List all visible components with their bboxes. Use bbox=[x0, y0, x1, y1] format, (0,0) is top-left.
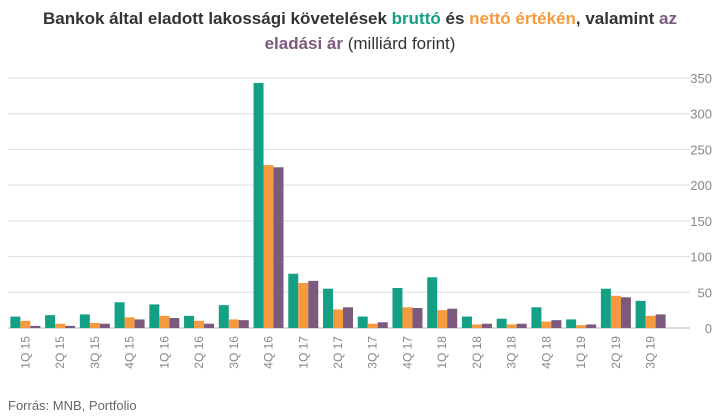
bar-brutto bbox=[461, 316, 472, 328]
bar-brutto bbox=[635, 300, 646, 328]
bar-brutto bbox=[392, 288, 403, 328]
bar-brutto bbox=[323, 288, 333, 328]
x-tick-label: 4Q 16 bbox=[262, 336, 276, 369]
bar-eladasi-ar bbox=[65, 325, 76, 328]
bar-netto bbox=[402, 307, 413, 328]
x-tick-label: 4Q 18 bbox=[539, 336, 553, 369]
bar-netto bbox=[506, 324, 517, 328]
y-tick-label: 50 bbox=[698, 285, 712, 300]
bar-eladasi-ar bbox=[620, 297, 631, 328]
y-tick-label: 100 bbox=[690, 250, 712, 265]
title-text-1: Bankok által eladott lakossági követelés… bbox=[43, 9, 392, 28]
bar-eladasi-ar bbox=[412, 308, 423, 328]
bar-eladasi-ar bbox=[134, 319, 145, 328]
x-tick-label: 2Q 15 bbox=[53, 336, 67, 369]
bar-brutto bbox=[531, 307, 542, 328]
x-tick-label: 3Q 18 bbox=[505, 336, 519, 369]
bar-netto bbox=[55, 323, 66, 328]
title-series-eladasi-ar: eladási ár bbox=[264, 34, 344, 53]
x-tick-label: 4Q 15 bbox=[123, 336, 137, 369]
bar-brutto bbox=[10, 316, 21, 328]
bar-netto bbox=[228, 319, 239, 328]
bar-brutto bbox=[496, 318, 507, 328]
bar-eladasi-ar bbox=[343, 307, 353, 328]
bar-netto bbox=[263, 165, 274, 328]
bar-netto bbox=[576, 325, 587, 328]
x-tick-label: 3Q 15 bbox=[88, 336, 102, 369]
title-series-netto: nettó értékén bbox=[469, 9, 576, 28]
y-tick-label: 150 bbox=[690, 214, 712, 229]
bar-brutto bbox=[184, 315, 195, 328]
title-text-2: és bbox=[440, 9, 470, 28]
bar-eladasi-ar bbox=[481, 323, 492, 328]
title-text-3: , valamint bbox=[575, 9, 660, 28]
bar-netto bbox=[471, 324, 482, 328]
x-axis-ticks: 1Q 15 2Q 15 3Q 15 4Q 15 1Q 16 2Q 16 3Q 16 4Q 16… bbox=[18, 336, 657, 369]
bar-netto bbox=[610, 295, 621, 328]
bar-eladasi-ar bbox=[273, 167, 284, 328]
x-tick-label: 3Q 19 bbox=[644, 336, 658, 369]
bar-eladasi-ar bbox=[204, 323, 215, 328]
title-series-az: az bbox=[659, 9, 677, 28]
bar-brutto bbox=[357, 316, 368, 328]
bar-eladasi-ar bbox=[99, 323, 110, 328]
x-tick-label: 3Q 17 bbox=[366, 336, 380, 369]
bar-brutto bbox=[45, 315, 56, 328]
bar-eladasi-ar bbox=[586, 324, 597, 328]
source-note: Forrás: MNB, Portfolio bbox=[8, 398, 137, 413]
bar-netto bbox=[367, 323, 378, 328]
y-tick-label: 250 bbox=[690, 142, 712, 157]
bars bbox=[10, 83, 666, 328]
bar-netto bbox=[437, 310, 448, 328]
bar-eladasi-ar bbox=[516, 323, 527, 328]
bar-netto bbox=[645, 315, 656, 328]
bar-eladasi-ar bbox=[447, 308, 458, 328]
x-tick-label: 1Q 18 bbox=[435, 336, 449, 369]
x-tick-label: 4Q 17 bbox=[400, 336, 414, 369]
gridlines bbox=[8, 77, 690, 329]
x-tick-label: 2Q 18 bbox=[470, 336, 484, 369]
title-unit: (milliárd forint) bbox=[343, 34, 456, 53]
bar-brutto bbox=[149, 304, 160, 328]
bar-eladasi-ar bbox=[308, 280, 319, 328]
y-tick-label: 200 bbox=[690, 178, 712, 193]
bar-brutto bbox=[114, 302, 125, 328]
x-tick-label: 1Q 17 bbox=[296, 336, 310, 369]
y-tick-label: 350 bbox=[690, 71, 712, 86]
x-tick-label: 2Q 19 bbox=[609, 336, 623, 369]
bar-brutto bbox=[427, 277, 438, 328]
bar-brutto bbox=[600, 288, 611, 328]
bar-netto bbox=[159, 315, 170, 328]
y-tick-label: 0 bbox=[705, 321, 712, 336]
bar-netto bbox=[541, 321, 552, 328]
x-tick-label: 1Q 15 bbox=[18, 336, 32, 369]
bar-eladasi-ar bbox=[238, 320, 249, 328]
bar-eladasi-ar bbox=[551, 320, 562, 328]
title-series-brutto: bruttó bbox=[391, 9, 441, 28]
bar-netto bbox=[194, 320, 205, 328]
bar-netto bbox=[124, 317, 135, 328]
bar-brutto bbox=[253, 83, 264, 328]
x-tick-label: 3Q 16 bbox=[227, 336, 241, 369]
bar-brutto bbox=[218, 305, 229, 328]
bar-netto bbox=[333, 309, 343, 328]
bar-netto bbox=[89, 323, 100, 328]
y-tick-label: 300 bbox=[690, 107, 712, 122]
bar-eladasi-ar bbox=[169, 318, 180, 328]
x-tick-label: 1Q 19 bbox=[574, 336, 588, 369]
bar-netto bbox=[20, 320, 31, 328]
bar-eladasi-ar bbox=[30, 325, 41, 328]
bar-brutto bbox=[288, 273, 299, 328]
bar-eladasi-ar bbox=[655, 314, 666, 328]
x-tick-label: 2Q 17 bbox=[331, 336, 345, 369]
y-axis-ticks: 0 50 100 150 200 250 300 350 bbox=[690, 71, 712, 336]
x-tick-label: 2Q 16 bbox=[192, 336, 206, 369]
bar-netto bbox=[298, 283, 309, 328]
bar-brutto bbox=[79, 314, 90, 328]
x-tick-label: 1Q 16 bbox=[157, 336, 171, 369]
bar-eladasi-ar bbox=[377, 322, 388, 328]
bar-brutto bbox=[566, 319, 577, 328]
chart-title: Bankok által eladott lakossági követelés… bbox=[0, 6, 720, 56]
